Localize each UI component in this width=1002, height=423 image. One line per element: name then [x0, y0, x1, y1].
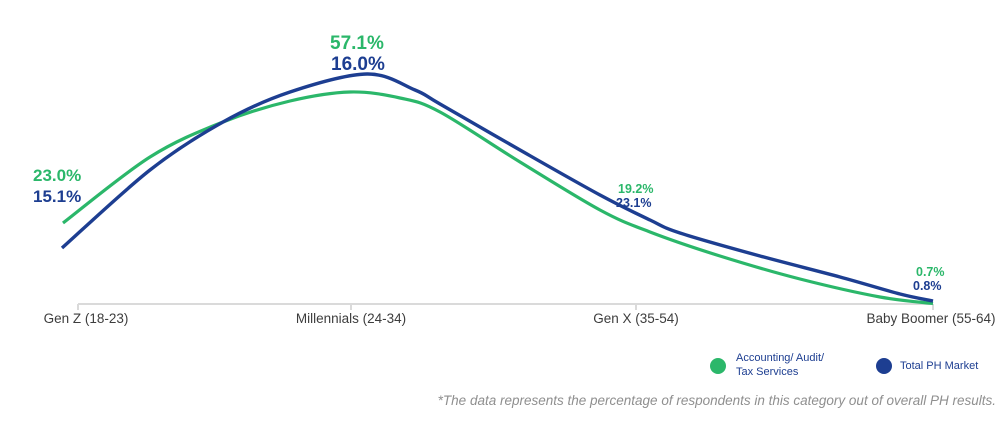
value-label-boomer-accounting: 0.7%	[916, 265, 945, 279]
chart-footnote: *The data represents the percentage of r…	[437, 393, 996, 408]
value-label-boomer-total: 0.8%	[913, 279, 942, 293]
axis-label-gen-x: Gen X (35-54)	[593, 311, 679, 326]
axis-label-gen-z: Gen Z (18-23)	[43, 311, 129, 326]
accounting-series-line	[62, 90, 934, 306]
value-label-millennials-accounting: 57.1%	[330, 33, 384, 54]
value-label-genz-total: 15.1%	[33, 187, 82, 206]
value-label-genz-accounting: 23.0%	[33, 166, 82, 185]
axis-label-millennials: Millennials (24-34)	[295, 311, 407, 326]
value-label-genx-accounting: 19.2%	[618, 182, 654, 196]
axis-label-baby-boomer: Baby Boomer (55-64)	[866, 311, 996, 326]
value-label-millennials-total: 16.0%	[331, 54, 385, 75]
value-label-genx-total: 23.1%	[616, 196, 652, 210]
x-axis-ticks	[77, 304, 934, 310]
total-series-line	[60, 72, 934, 303]
